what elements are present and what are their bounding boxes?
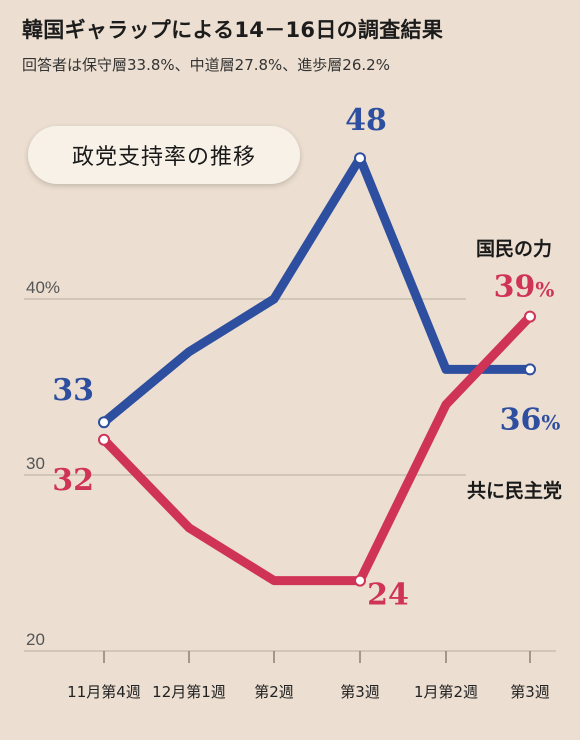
- data-label: 24: [367, 578, 409, 613]
- series-line-0: [99, 153, 535, 427]
- x-tick-label: 第3週: [510, 683, 550, 701]
- data-point-marker: [524, 310, 536, 323]
- data-point-marker: [354, 152, 366, 165]
- series-line-1: [99, 312, 535, 586]
- series-lines: [98, 152, 536, 587]
- x-tick-label: 12月第1週: [152, 683, 226, 701]
- data-point-marker: [98, 433, 110, 446]
- data-point-marker: [524, 363, 536, 376]
- data-labels: 33 48 36% 32 24 39%: [52, 103, 560, 612]
- data-label: 36%: [500, 402, 561, 437]
- panel-label: 政党支持率の推移: [28, 126, 300, 184]
- x-tick-label: 第3週: [340, 683, 380, 701]
- y-tick-label: 30: [26, 454, 45, 473]
- legend-entry: 共に民主党: [467, 479, 562, 502]
- y-tick-label: 40%: [26, 278, 60, 297]
- data-label: 48: [345, 103, 387, 138]
- data-label: 32: [52, 463, 94, 498]
- data-label: 33: [52, 373, 94, 408]
- x-tick-label: 第2週: [254, 683, 294, 701]
- legend-entry: 国民の力: [476, 237, 552, 260]
- x-tick-label: 11月第4週: [67, 683, 141, 701]
- chart-subtitle: 回答者は保守層33.8%、中道層27.8%、進歩層26.2%: [22, 56, 390, 74]
- x-axis: 11月第4週 12月第1週 第2週 第3週 1月第2週 第3週: [24, 650, 556, 701]
- chart-title: 韓国ギャラップによる14－16日の調査結果: [22, 18, 444, 42]
- x-tick-label: 1月第2週: [414, 683, 478, 701]
- data-label: 39%: [494, 270, 555, 305]
- data-point-marker: [98, 416, 110, 429]
- data-point-marker: [354, 574, 366, 587]
- y-tick-label: 20: [26, 630, 45, 649]
